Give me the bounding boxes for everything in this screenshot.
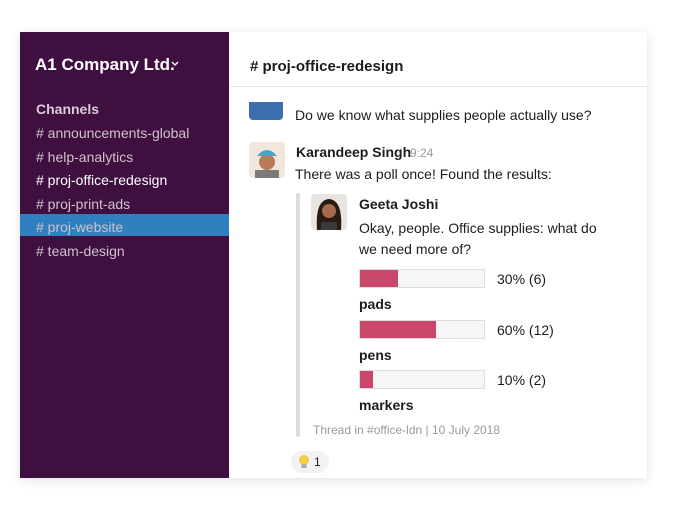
poll-option: markers bbox=[359, 397, 414, 413]
message-text: There was a poll once! Found the results… bbox=[295, 166, 552, 182]
avatar bbox=[249, 102, 283, 120]
poll-bar-track bbox=[359, 370, 485, 389]
author-name[interactable]: Karandeep Singh bbox=[296, 144, 412, 160]
divider bbox=[229, 86, 647, 87]
avatar bbox=[249, 142, 285, 178]
poll-option: pads bbox=[359, 296, 392, 312]
lightbulb-icon bbox=[299, 455, 309, 468]
poll-result: 10% (2) bbox=[497, 372, 547, 388]
workspace-name[interactable]: A1 Company Ltd. bbox=[35, 55, 175, 74]
reaction[interactable]: 1 bbox=[291, 451, 329, 473]
poll-bar bbox=[360, 371, 373, 388]
active-highlight bbox=[20, 214, 229, 236]
sidebar bbox=[20, 32, 229, 478]
message-text: Do we know what supplies people actually… bbox=[295, 107, 592, 123]
section-title: Channels bbox=[36, 101, 100, 117]
poll-bar bbox=[360, 320, 436, 338]
poll-bar bbox=[360, 270, 398, 287]
channel-link[interactable]: # announcements-global bbox=[36, 125, 190, 141]
channel-link[interactable]: # help-analytics bbox=[36, 148, 134, 165]
poll-bar-track bbox=[359, 269, 485, 288]
channel-title: # proj-office-redesign bbox=[250, 58, 404, 75]
channel-link[interactable]: # team-design bbox=[36, 242, 125, 259]
poll-bar-track bbox=[359, 319, 485, 339]
reaction-count: 1 bbox=[314, 455, 321, 469]
poll-author[interactable]: Geeta Joshi bbox=[359, 196, 439, 212]
poll-option: pens bbox=[359, 346, 392, 363]
channel-link[interactable]: # proj-office-redesign bbox=[36, 172, 168, 188]
quote-bar bbox=[296, 193, 300, 437]
channel-link[interactable]: # proj-print-ads bbox=[36, 195, 131, 212]
channel-link[interactable]: # proj-website bbox=[36, 219, 124, 235]
thread-footer[interactable]: Thread in #office-ldn | 10 July 2018 bbox=[313, 423, 501, 437]
poll-result: 60% (12) bbox=[497, 321, 554, 338]
poll-question: Okay, people. Office supplies: what do w… bbox=[359, 220, 597, 257]
poll-result: 30% (6) bbox=[497, 271, 547, 287]
avatar bbox=[311, 194, 347, 230]
timestamp: 9:24 bbox=[410, 146, 434, 160]
chevron[interactable] bbox=[171, 61, 179, 67]
